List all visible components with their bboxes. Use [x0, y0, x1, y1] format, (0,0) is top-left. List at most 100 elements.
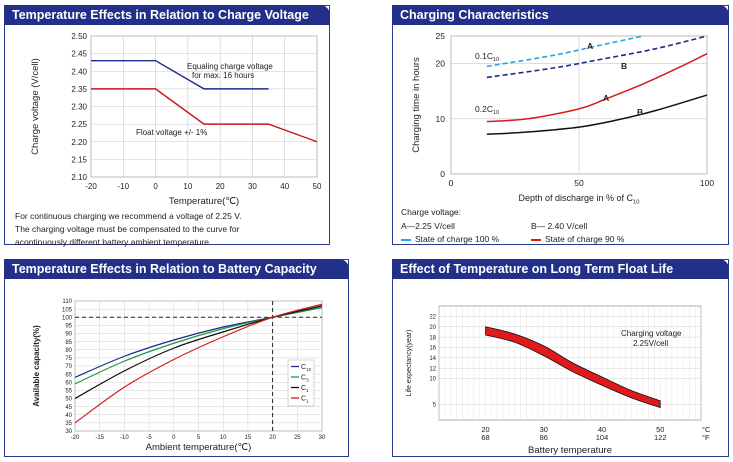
x-tick-label: 10	[220, 435, 227, 441]
y-axis-label: Charge voltage (V/cell)	[30, 58, 41, 155]
series-line	[74, 303, 323, 424]
x-axis-label: Temperature(℃)	[169, 196, 239, 207]
x-axis-label: Battery temperature	[528, 445, 612, 456]
series-line	[91, 88, 318, 143]
legend-label: C10	[301, 364, 312, 372]
y-tick-label: 5	[433, 403, 437, 409]
x-tick-label-c: 30	[540, 425, 548, 434]
annotation-line-2: 2.25V/cell	[633, 339, 668, 348]
x-tick-label-c: 20	[481, 425, 489, 434]
legend-label: C3	[301, 375, 309, 383]
group-label-0-2c: 0.2C10	[475, 104, 499, 116]
panel-title: Effect of Temperature on Long Term Float…	[392, 259, 729, 279]
unit-f: °F	[702, 433, 710, 442]
y-tick-label: 60	[65, 380, 72, 386]
series-label-float: Float voltage +/- 1%	[136, 128, 207, 137]
y-tick-label: 50	[65, 397, 72, 403]
y-tick-label: 10	[429, 377, 436, 383]
y-tick-label: 45	[65, 405, 72, 411]
charging-characteristics-chart: 0 10 20 25 0 50 100 Depth of discharge in % of …	[411, 31, 714, 205]
panel-title: Temperature Effects in Relation to Charg…	[4, 5, 330, 25]
series-line	[486, 35, 644, 68]
y-tick-label: 2.20	[71, 138, 87, 147]
x-axis-label: Ambient temperature(℃)	[146, 442, 252, 453]
legend-dashed: State of charge 100 %	[401, 234, 499, 244]
x-tick-label: 5	[197, 435, 201, 441]
y-tick-label: 2.15	[71, 155, 87, 164]
series-label-equaling: for max. 16 hours	[192, 71, 254, 80]
y-axis-label: Charging time in hours	[411, 57, 422, 153]
float-life-panel: Effect of Temperature on Long Term Float…	[392, 259, 729, 457]
x-tick-label: 25	[294, 435, 301, 441]
y-tick-label: 12	[429, 366, 436, 372]
note-line-1: For continuous charging we recommend a v…	[15, 211, 242, 221]
legend-solid-label: State of charge 90 %	[545, 234, 625, 244]
series-letter: A	[587, 41, 593, 51]
series-line	[486, 35, 708, 79]
charge-voltage-panel: Temperature Effects in Relation to Charg…	[4, 5, 330, 247]
dashed-line-icon	[401, 238, 411, 241]
y-tick-label: 16	[429, 346, 436, 352]
x-tick-label: 50	[313, 182, 322, 191]
legend-dashed-label: State of charge 100 %	[415, 234, 500, 244]
x-tick-label: 20	[216, 182, 225, 191]
y-tick-label: 2.30	[71, 103, 87, 112]
x-tick-label-f: 104	[596, 433, 609, 442]
y-axis-label: Life expectancy(year)	[406, 330, 413, 397]
y-tick-label: 80	[65, 348, 72, 354]
y-tick-label: 40	[65, 413, 72, 419]
y-tick-label: 14	[429, 356, 436, 362]
x-tick-label-f: 68	[481, 433, 489, 442]
series-letter: B	[621, 61, 627, 71]
series-letter: A	[603, 93, 609, 103]
x-tick-label: -15	[95, 435, 104, 441]
float-life-chart: 510121416182022206830864010450122°C°FBat…	[406, 305, 711, 456]
y-tick-label: 2.25	[71, 120, 87, 129]
y-tick-label: 18	[429, 335, 436, 341]
y-tick-label: 22	[429, 315, 436, 321]
series-line	[486, 52, 708, 123]
x-tick-label: 50	[574, 178, 584, 188]
legend-label: C1	[301, 385, 309, 393]
x-tick-label: 10	[183, 182, 192, 191]
note-line-3: acontinuously different battery ambient …	[15, 237, 212, 247]
y-axis-label: Available capacity(%)	[32, 325, 41, 407]
x-tick-label: -20	[85, 182, 97, 191]
legend-b: B— 2.40 V/cell	[531, 221, 588, 231]
y-tick-label: 55	[65, 389, 72, 395]
unit-c: °C	[702, 425, 711, 434]
series-line	[91, 59, 269, 90]
y-tick-label: 100	[62, 315, 73, 321]
y-tick-label: 10	[436, 114, 446, 124]
y-tick-label: 2.45	[71, 50, 87, 59]
x-tick-label: 40	[280, 182, 289, 191]
charge-voltage-chart: 2.10 2.15 2.20 2.25 2.30 2.35 2.40 2.45 2.50 -20 -…	[30, 32, 322, 207]
legend-solid: State of charge 90 %	[531, 234, 624, 244]
y-tick-label: 0	[440, 169, 445, 179]
y-tick-label: 2.35	[71, 85, 87, 94]
y-tick-label: 85	[65, 340, 72, 346]
x-tick-label: 20	[269, 435, 276, 441]
x-tick-label: 15	[245, 435, 252, 441]
x-tick-label: 100	[700, 178, 714, 188]
x-tick-label: 0	[153, 182, 158, 191]
x-tick-label: -10	[118, 182, 130, 191]
life-band	[485, 326, 661, 409]
y-tick-label: 75	[65, 356, 72, 362]
legend-title: Charge voltage:	[401, 207, 462, 217]
x-tick-label: 0	[449, 178, 454, 188]
annotation-line-1: Charging voltage	[621, 329, 682, 338]
x-tick-label-f: 86	[540, 433, 548, 442]
y-tick-label: 110	[62, 299, 72, 305]
x-tick-label: -5	[146, 435, 152, 441]
y-tick-label: 2.40	[71, 67, 87, 76]
group-label-0-1c: 0.1C10	[475, 51, 499, 63]
x-tick-label-c: 40	[598, 425, 606, 434]
y-tick-label: 35	[65, 421, 72, 427]
y-tick-label: 2.10	[71, 173, 87, 182]
y-tick-label: 65	[65, 372, 72, 378]
y-tick-label: 20	[436, 59, 446, 69]
x-tick-label: 30	[319, 435, 326, 441]
x-tick-label: -20	[71, 435, 80, 441]
x-tick-label: -10	[120, 435, 129, 441]
